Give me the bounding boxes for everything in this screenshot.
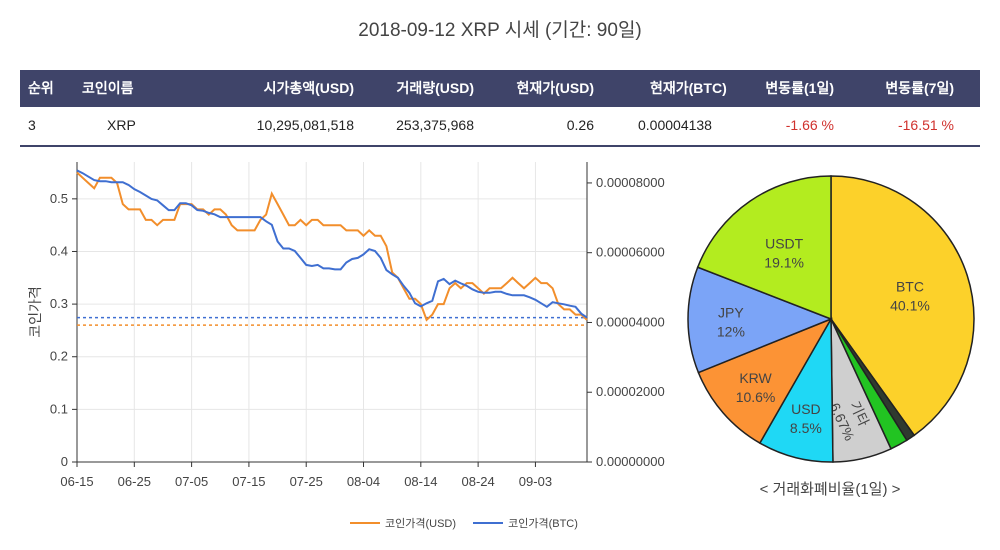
currency-pie-chart: BTC 40.1%기타6.67%USD 8.5%KRW 10.6%JPY 12%USDT… (687, 175, 975, 463)
pie-slice (697, 317, 833, 445)
pie-title: < 거래화폐비율(1일) > (759, 481, 901, 498)
x-tick-label: 07-05 (175, 474, 208, 489)
y-tick-label: 0 (61, 454, 68, 469)
x-tick-label: 08-14 (404, 474, 437, 489)
table-row: 3 XRP 10,295,081,518 253,375,968 0.26 0.… (20, 107, 980, 147)
header-volume: 거래량(USD) (396, 80, 474, 96)
legend-item-btc: 코인가격(BTC) (473, 515, 578, 531)
page-title: 2018-09-12 XRP 시세 (기간: 90일) (358, 20, 642, 41)
table-header-row: 순위 코인이름 시가총액(USD) 거래량(USD) 현재가(USD) 현재가(… (20, 70, 980, 107)
y-tick-label: 0.4 (50, 243, 68, 258)
x-tick-label: 07-25 (290, 474, 323, 489)
header-coin-name: 코인이름 (82, 80, 134, 96)
cell-change-1d: -1.66 % (785, 117, 834, 133)
cell-price-usd: 0.26 (566, 117, 594, 133)
x-tick-label: 06-25 (118, 474, 151, 489)
chart-legend: 코인가격(USD) 코인가격(BTC) (350, 515, 592, 531)
x-tick-label: 08-24 (461, 474, 494, 489)
cell-market-cap: 10,295,081,518 (256, 117, 354, 133)
pie-slice (830, 175, 975, 437)
y-right-tick-label: 0.00004000 (596, 314, 665, 329)
y-right-tick-label: 0.00008000 (596, 175, 665, 190)
header-change-1d: 변동률(1일) (765, 80, 834, 96)
y-tick-label: 0.3 (50, 296, 68, 311)
legend-line-btc-icon (473, 522, 504, 524)
legend-item-usd: 코인가격(USD) (350, 515, 456, 531)
series-line-btc (76, 169, 588, 319)
legend-label-usd: 코인가격(USD) (385, 518, 457, 530)
x-tick-label: 06-15 (60, 474, 93, 489)
pie-slice-label: USD 8.5% (790, 401, 822, 436)
header-price-usd: 현재가(USD) (516, 80, 594, 96)
legend-line-usd-icon (350, 522, 380, 524)
price-line-chart: 06-15 06-25 07-05 07-15 07-25 08-04 08-14 08-24… (27, 162, 665, 489)
cell-change-7d: -16.51 % (897, 117, 954, 133)
cell-rank: 3 (28, 117, 36, 133)
x-tick-label: 09-03 (519, 474, 552, 489)
legend-label-btc: 코인가격(BTC) (508, 518, 578, 530)
pie-slice-label: USDT 19.1% (764, 236, 804, 271)
y-axis-title: 코인가격 (27, 286, 43, 338)
y-tick-label: 0.2 (50, 349, 68, 364)
cell-coin-name: XRP (107, 117, 136, 133)
coin-table: 순위 코인이름 시가총액(USD) 거래량(USD) 현재가(USD) 현재가(… (20, 70, 980, 147)
y-right-tick-label: 0.00000000 (596, 454, 665, 469)
y-tick-label: 0.1 (50, 401, 68, 416)
chart-area: 06-15 06-25 07-05 07-15 07-25 08-04 08-14 08-24… (27, 162, 975, 489)
y-right-tick-label: 0.00006000 (596, 245, 665, 260)
pie-slice-label: BTC 40.1% (890, 279, 930, 314)
y-right-tick-label: 0.00002000 (596, 384, 665, 399)
header-market-cap: 시가총액(USD) (263, 80, 354, 96)
pie-slice (687, 266, 834, 374)
header-price-btc: 현재가(BTC) (650, 80, 727, 96)
header-rank: 순위 (28, 80, 54, 96)
pie-slice (696, 175, 832, 321)
x-tick-label: 07-15 (232, 474, 265, 489)
header-change-7d: 변동률(7일) (885, 80, 954, 96)
x-tick-label: 08-04 (347, 474, 380, 489)
y-tick-label: 0.5 (50, 191, 68, 206)
cell-volume: 253,375,968 (396, 117, 474, 133)
series-line-usd (76, 171, 588, 322)
pie-slice-label: JPY 12% (717, 305, 745, 340)
pie-slice-label: KRW 10.6% (736, 370, 776, 405)
cell-price-btc: 0.00004138 (638, 117, 712, 133)
